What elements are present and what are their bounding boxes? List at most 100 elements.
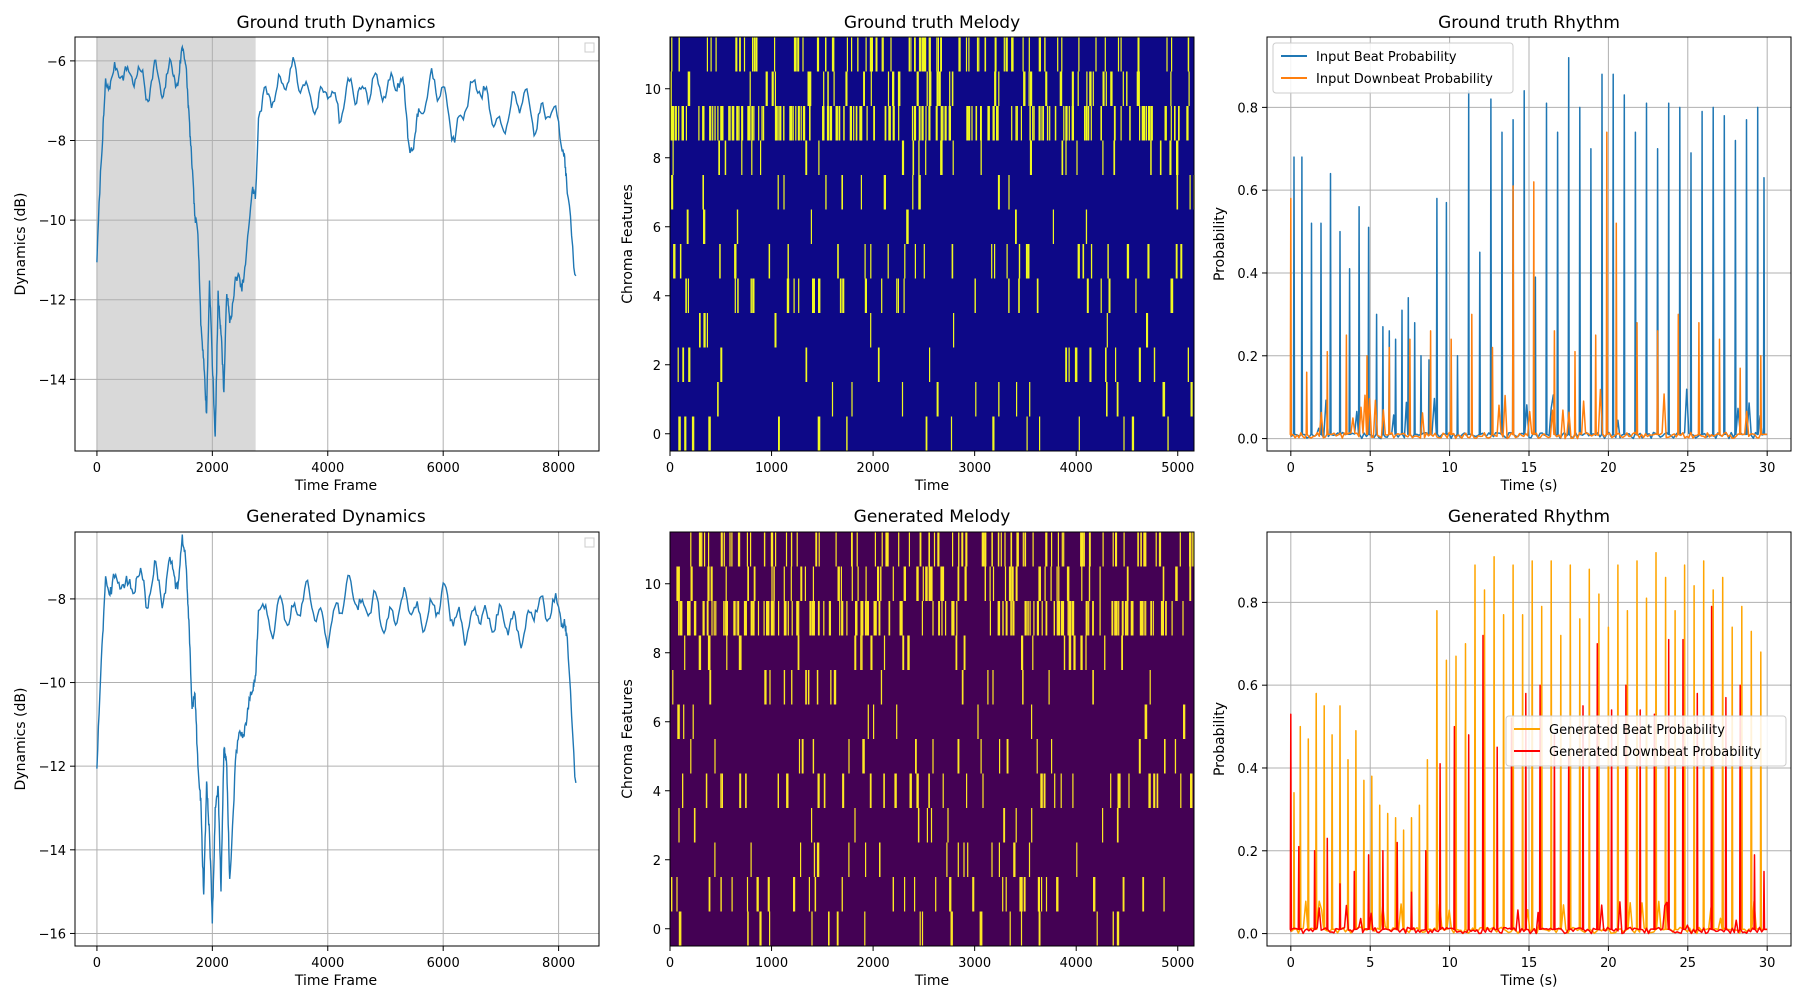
heatmap-cell xyxy=(839,601,841,636)
y-tick-label: 0.6 xyxy=(1237,679,1258,694)
heatmap-cell xyxy=(998,842,1000,877)
x-tick-label: 15 xyxy=(1521,461,1538,476)
heatmap-cell xyxy=(860,601,863,636)
heatmap-cell xyxy=(888,601,891,636)
heatmap-cell xyxy=(866,601,869,636)
y-axis-label: Probability xyxy=(1212,207,1228,281)
heatmap-cell xyxy=(921,911,924,946)
heatmap-cell xyxy=(884,106,887,141)
heatmap-cell xyxy=(958,37,961,72)
heatmap-cell xyxy=(1029,382,1031,417)
heatmap-cell xyxy=(1058,566,1060,601)
heatmap-cell xyxy=(836,911,838,946)
heatmap-cell xyxy=(884,175,886,210)
y-tick-label: −14 xyxy=(39,373,66,388)
heatmap-cell xyxy=(1147,244,1150,279)
heatmap-cell xyxy=(925,106,927,141)
heatmap-cell xyxy=(1171,37,1173,72)
heatmap-cell xyxy=(754,37,756,72)
x-tick-label: 10 xyxy=(1441,461,1458,476)
heatmap-cell xyxy=(912,175,914,210)
heatmap-cell xyxy=(753,278,755,313)
heatmap-cell xyxy=(809,71,812,106)
heatmap-cell xyxy=(1188,71,1190,106)
heatmap-cell xyxy=(1190,773,1193,808)
heatmap-cell xyxy=(865,566,867,601)
heatmap-cell xyxy=(726,635,728,670)
heatmap-cell xyxy=(928,532,930,567)
heatmap-cell xyxy=(864,911,866,946)
heatmap-cell xyxy=(741,106,743,141)
heatmap-cell xyxy=(918,106,921,141)
x-tick-label: 2000 xyxy=(857,461,890,476)
heatmap-cell xyxy=(919,532,922,567)
heatmap-cell xyxy=(723,532,725,567)
heatmap-cell xyxy=(1176,140,1178,175)
heatmap-cell xyxy=(1144,532,1146,567)
legend-label-gt-downbeat: Input Downbeat Probability xyxy=(1316,72,1493,87)
x-tick-label: 4000 xyxy=(311,461,344,476)
heatmap-cell xyxy=(1057,532,1059,567)
heatmap-cell xyxy=(1068,106,1070,141)
heatmap-cell xyxy=(904,244,906,279)
heatmap-cell xyxy=(1166,37,1168,72)
y-tick-label: 0.4 xyxy=(1237,762,1258,777)
empty-legend xyxy=(584,42,595,53)
heatmap-cell xyxy=(1056,601,1058,636)
heatmap-cell xyxy=(919,911,921,946)
heatmap-cell xyxy=(846,416,848,451)
heatmap-cell xyxy=(811,911,813,946)
heatmap-cell xyxy=(845,71,848,106)
heatmap-cell xyxy=(685,278,687,313)
heatmap-cell xyxy=(753,106,755,141)
heatmap-cell xyxy=(801,739,804,774)
y-tick-label: 0.4 xyxy=(1237,267,1258,282)
heatmap-cell xyxy=(1145,601,1147,636)
heatmap-cell xyxy=(1026,416,1028,451)
heatmap-cell xyxy=(840,566,842,601)
plot-area: 0 1000 2000 3000 4000 5000 0 2 4 6 8 10 xyxy=(644,531,1195,971)
heatmap-cell xyxy=(750,532,752,567)
heatmap-cell xyxy=(1140,532,1142,567)
heatmap-cell xyxy=(687,278,689,313)
heatmap-cell xyxy=(1086,106,1088,141)
heatmap-cell xyxy=(1112,532,1114,567)
heatmap-cell xyxy=(710,566,713,601)
heatmap-cell xyxy=(777,175,779,210)
heatmap-cell xyxy=(678,601,680,636)
chart-title: Ground truth Melody xyxy=(844,13,1020,33)
heatmap-cell xyxy=(691,416,695,451)
heatmap-cell xyxy=(694,601,697,636)
heatmap-cell xyxy=(708,877,711,912)
heatmap-cell xyxy=(756,877,759,912)
heatmap-cell xyxy=(702,106,705,141)
heatmap-cell xyxy=(720,106,723,141)
heatmap-cell xyxy=(712,106,714,141)
heatmap-cell xyxy=(1142,106,1144,141)
heatmap-cell xyxy=(967,842,969,877)
panel-gen-melody: Generated Melody 0 1000 2000 3000 4000 5000 0 2… xyxy=(620,507,1195,989)
x-tick-label: 8000 xyxy=(542,956,575,971)
heatmap-cell xyxy=(965,532,968,567)
heatmap-cell xyxy=(711,601,713,636)
y-tick-label: −8 xyxy=(47,593,66,608)
heatmap-cell xyxy=(1029,140,1032,175)
heatmap-cell xyxy=(936,37,938,72)
heatmap-cell xyxy=(1005,877,1007,912)
heatmap-cell xyxy=(1171,601,1173,636)
heatmap-cell xyxy=(993,416,995,451)
heatmap-cell xyxy=(1011,106,1013,141)
heatmap-cell xyxy=(1044,37,1046,72)
heatmap-cell xyxy=(1121,635,1123,670)
heatmap-cell xyxy=(1157,773,1159,808)
heatmap-cell xyxy=(679,911,681,946)
heatmap-cell xyxy=(883,773,885,808)
heatmap-cell xyxy=(1161,601,1164,636)
heatmap-cell xyxy=(1174,739,1177,774)
heatmap-cell xyxy=(916,566,919,601)
heatmap-cell xyxy=(755,37,758,72)
heatmap-cell xyxy=(681,106,684,141)
heatmap-cell xyxy=(932,739,934,774)
y-tick-label: −6 xyxy=(47,55,66,70)
heatmap-cell xyxy=(928,773,930,808)
